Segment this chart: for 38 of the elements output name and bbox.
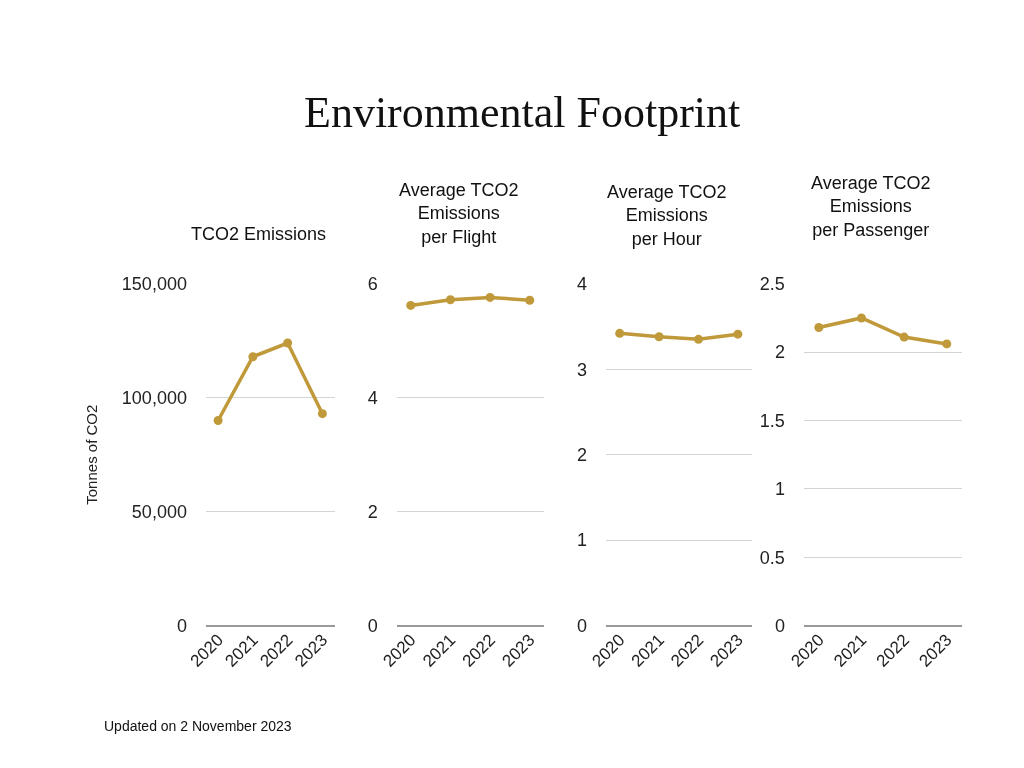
point (283, 338, 293, 348)
y-tick-label: 0 (576, 615, 587, 636)
chart-title: Average TCO2 Emissions per Flight (399, 180, 519, 247)
y-tick-label: 4 (576, 274, 587, 295)
point (693, 334, 703, 344)
y-tick-label: 2 (774, 342, 785, 363)
y-tick-label: 1 (576, 530, 587, 551)
text: Environmental Footprint (304, 88, 741, 137)
chart-title: TCO2 Emissions (191, 224, 327, 244)
y-tick-label: 50,000 (131, 501, 187, 522)
point (248, 352, 258, 362)
point (814, 323, 824, 333)
chart-title: Average TCO2 Emissions per Hour (607, 182, 727, 249)
y-tick-label: 1.5 (759, 410, 785, 431)
point (899, 332, 909, 342)
y-tick-label: 0.5 (759, 547, 785, 568)
y-tick-label: 4 (367, 388, 378, 409)
text: Updated on 2 November 2023 (104, 718, 292, 734)
y-tick-label: 1 (774, 479, 785, 500)
y-tick-label: 0 (176, 615, 187, 636)
y-tick-label: 2.5 (759, 274, 785, 295)
y-tick-label: 2 (367, 501, 378, 522)
point (317, 409, 327, 419)
y-tick-label: 100,000 (121, 388, 187, 409)
y-tick-label: 2 (576, 444, 587, 465)
y-tick-label: 0 (367, 615, 378, 636)
y-tick-label: 150,000 (121, 274, 187, 295)
point (856, 313, 866, 323)
y-axis-title: Tonnes of CO2 (83, 404, 101, 505)
point (942, 339, 952, 349)
y-tick-label: 6 (367, 274, 378, 295)
y-tick-label: 0 (774, 615, 785, 636)
y-tick-label: 3 (576, 359, 587, 380)
point (213, 416, 223, 425)
point (733, 329, 743, 339)
point (615, 328, 625, 338)
point (654, 332, 664, 342)
chart-title: Average TCO2 Emissions per Passenger (811, 173, 931, 240)
